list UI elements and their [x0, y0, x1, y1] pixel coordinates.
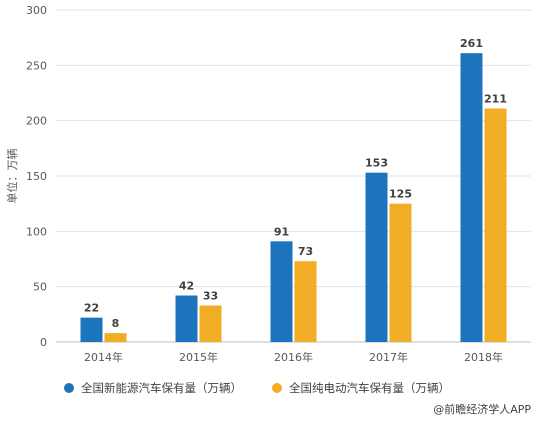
y-tick-label: 0	[40, 336, 47, 349]
data-label-series-2: 33	[203, 289, 218, 302]
x-tick-label: 2016年	[274, 350, 313, 364]
data-label-series-2: 73	[298, 245, 313, 258]
data-label-series-1: 91	[274, 225, 289, 238]
y-tick-label: 150	[26, 170, 47, 183]
x-tick-label: 2014年	[84, 350, 123, 364]
legend: 全国新能源汽车保有量（万辆） 全国纯电动汽车保有量（万辆）	[64, 380, 450, 396]
gridlines	[56, 9, 531, 343]
data-label-series-2: 125	[389, 188, 412, 201]
bar-series-2	[104, 333, 127, 342]
data-label-series-1: 42	[179, 280, 194, 293]
bar-series-1	[365, 172, 388, 342]
legend-item-series-1: 全国新能源汽车保有量（万辆）	[64, 380, 242, 396]
y-axis-ticks: 0 50 100 150 200 250 300	[26, 4, 47, 349]
data-label-series-2: 8	[112, 317, 120, 330]
data-label-series-2: 211	[484, 92, 507, 105]
bar-series-2	[389, 203, 412, 342]
x-tick-label: 2018年	[464, 350, 503, 364]
y-tick-label: 250	[26, 59, 47, 72]
legend-marker-series-1	[64, 383, 74, 393]
y-tick-label: 200	[26, 115, 47, 128]
data-label-series-1: 153	[365, 157, 388, 170]
legend-label-series-1: 全国新能源汽车保有量（万辆）	[81, 381, 242, 395]
bar-series-2	[199, 305, 222, 342]
bar-series-1	[460, 53, 483, 342]
data-label-series-1: 261	[460, 37, 483, 50]
legend-marker-series-2	[272, 383, 282, 393]
y-axis-label: 单位：万辆	[5, 149, 19, 204]
legend-item-series-2: 全国纯电动汽车保有量（万辆）	[272, 380, 450, 396]
y-tick-label: 300	[26, 4, 47, 17]
y-tick-label: 50	[33, 281, 47, 294]
source-credit: @前瞻经济学人APP	[433, 403, 531, 416]
y-tick-label: 100	[26, 225, 47, 238]
bar-series-1	[80, 317, 103, 342]
x-axis-ticks: 2014年 2015年 2016年 2017年 2018年	[84, 350, 503, 364]
data-labels: 22 8 42 33 91 73 153 125 261 211	[84, 37, 507, 330]
bar-series-2	[294, 261, 317, 342]
data-label-series-1: 22	[84, 302, 99, 315]
legend-label-series-2: 全国纯电动汽车保有量（万辆）	[289, 381, 450, 395]
x-tick-label: 2015年	[179, 350, 218, 364]
bar-series-1	[175, 295, 198, 342]
bars	[80, 53, 507, 342]
bar-series-1	[270, 241, 293, 342]
bar-series-2	[484, 108, 507, 342]
x-tick-label: 2017年	[369, 350, 408, 364]
